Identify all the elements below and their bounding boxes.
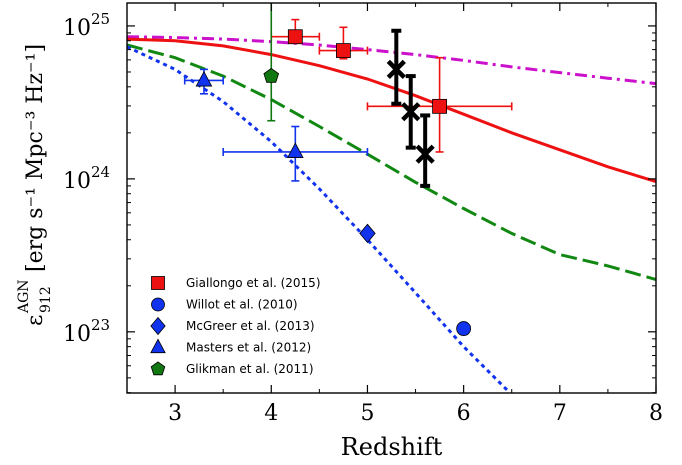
- curve-dotted: [127, 45, 511, 393]
- marker-triangle: [195, 70, 213, 87]
- marker-triangle: [286, 142, 304, 158]
- tick-labels: 3 4 5 6 7 8 1023 1024 1025: [63, 10, 663, 426]
- legend-label: McGreer et al. (2013): [186, 319, 315, 333]
- legend-label: Masters et al. (2012): [186, 341, 311, 355]
- legend: Giallongo et al. (2015) Willot et al. (20…: [150, 276, 321, 376]
- marker-triangle: [150, 338, 166, 354]
- marker-circle: [151, 297, 165, 312]
- marker-square: [287, 29, 303, 45]
- marker-circle: [456, 321, 472, 336]
- x-tick-label: 5: [360, 401, 374, 426]
- plot-frame: [126, 2, 657, 394]
- marker-x: [401, 102, 421, 122]
- marker-pentagon: [263, 67, 280, 83]
- curve-solid: [127, 37, 656, 184]
- x-axis-label: Redshift: [341, 433, 443, 461]
- legend-label: Giallongo et al. (2015): [186, 276, 321, 290]
- model-curves: [127, 35, 656, 393]
- marker-diamond: [150, 316, 166, 336]
- x-tick-label: 7: [553, 401, 567, 426]
- y-axis-label: ε 912 AGN [erg s⁻¹ Mpc⁻³ Hz⁻¹]: [16, 44, 54, 326]
- x-tick-label: 6: [457, 401, 471, 426]
- legend-label: Glikman et al. (2011): [186, 362, 314, 376]
- data-points: [183, 3, 513, 336]
- x-tick-label: 8: [649, 401, 663, 426]
- legend-label: Willot et al. (2010): [186, 298, 298, 312]
- marker-square: [151, 276, 165, 290]
- x-tick-label: 4: [264, 401, 278, 426]
- y-tick-label: 1025: [63, 10, 110, 41]
- y-tick-label: 1023: [63, 316, 110, 347]
- marker-square: [432, 98, 447, 114]
- axis-ticks: [126, 3, 657, 394]
- y-label-superscript: AGN: [16, 279, 32, 314]
- curve-dashdot: [127, 35, 656, 86]
- marker-x: [386, 59, 406, 79]
- marker-square: [336, 43, 351, 58]
- curve-dashed: [127, 43, 656, 281]
- y-label-subscript: 912: [38, 286, 54, 313]
- marker-x: [415, 144, 435, 164]
- marker-diamond: [359, 223, 376, 244]
- x-tick-label: 3: [168, 401, 182, 426]
- y-tick-label: 1024: [63, 163, 110, 194]
- y-label-units: [erg s⁻¹ Mpc⁻³ Hz⁻¹]: [23, 44, 48, 272]
- y-label-symbol: ε: [23, 315, 48, 326]
- marker-pentagon: [150, 361, 166, 376]
